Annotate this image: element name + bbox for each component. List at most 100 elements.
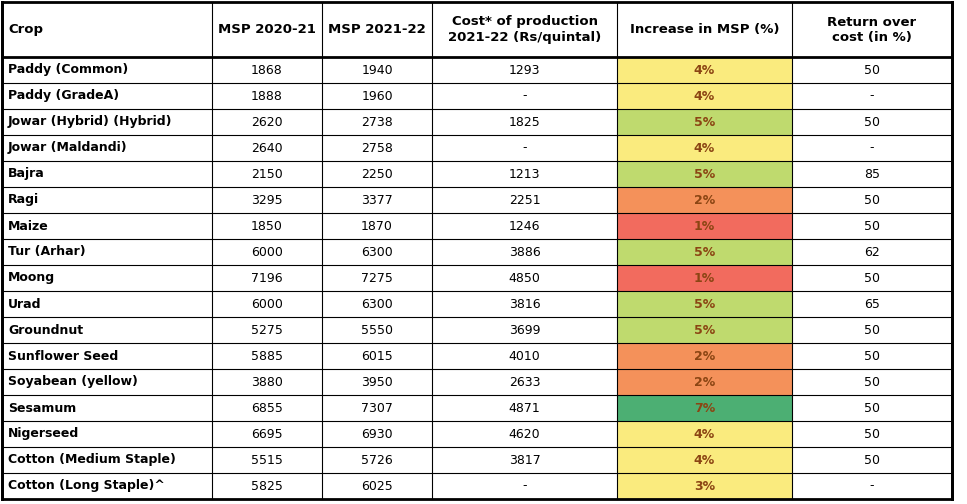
Bar <box>322 265 432 291</box>
Bar <box>2 317 212 343</box>
Text: Jowar (Maldandi): Jowar (Maldandi) <box>8 142 128 155</box>
Bar <box>2 343 212 369</box>
Bar <box>212 369 322 395</box>
Text: 1870: 1870 <box>361 220 393 232</box>
Bar <box>432 343 617 369</box>
Text: 7275: 7275 <box>361 272 393 284</box>
Bar <box>617 291 792 317</box>
Text: Paddy (Common): Paddy (Common) <box>8 64 129 77</box>
Bar <box>2 135 212 161</box>
Text: 50: 50 <box>864 375 880 389</box>
Bar <box>792 83 952 109</box>
Bar <box>432 2 617 57</box>
Text: 7%: 7% <box>694 402 716 414</box>
Text: 4850: 4850 <box>509 272 541 284</box>
Text: 1246: 1246 <box>509 220 541 232</box>
Bar <box>432 213 617 239</box>
Bar <box>792 395 952 421</box>
Text: 1850: 1850 <box>251 220 283 232</box>
Bar <box>792 213 952 239</box>
Text: Increase in MSP (%): Increase in MSP (%) <box>630 23 779 36</box>
Text: -: - <box>869 142 874 155</box>
Bar <box>2 187 212 213</box>
Bar <box>617 317 792 343</box>
Bar <box>617 421 792 447</box>
Bar <box>792 239 952 265</box>
Bar <box>432 447 617 473</box>
Bar <box>2 421 212 447</box>
Bar <box>617 57 792 83</box>
Bar <box>617 343 792 369</box>
Bar <box>792 2 952 57</box>
Text: 2640: 2640 <box>251 142 282 155</box>
Text: 1868: 1868 <box>251 64 283 77</box>
Text: Cotton (Medium Staple): Cotton (Medium Staple) <box>8 454 176 467</box>
Text: 7307: 7307 <box>361 402 393 414</box>
Text: Jowar (Hybrid) (Hybrid): Jowar (Hybrid) (Hybrid) <box>8 115 172 129</box>
Bar <box>432 317 617 343</box>
Text: 62: 62 <box>864 245 880 259</box>
Text: 2251: 2251 <box>509 194 541 207</box>
Text: 4%: 4% <box>694 454 716 467</box>
Bar <box>212 135 322 161</box>
Bar <box>2 291 212 317</box>
Bar <box>432 421 617 447</box>
Bar <box>432 135 617 161</box>
Bar <box>617 395 792 421</box>
Text: 5%: 5% <box>694 324 716 337</box>
Text: 4%: 4% <box>694 142 716 155</box>
Bar <box>322 239 432 265</box>
Text: 1940: 1940 <box>362 64 393 77</box>
Text: 2%: 2% <box>694 349 716 362</box>
Bar <box>322 395 432 421</box>
Text: Cotton (Long Staple)^: Cotton (Long Staple)^ <box>8 479 165 492</box>
Bar <box>212 447 322 473</box>
Bar <box>2 473 212 499</box>
Text: 2%: 2% <box>694 375 716 389</box>
Text: 3886: 3886 <box>509 245 541 259</box>
Text: Paddy (GradeA): Paddy (GradeA) <box>8 90 119 102</box>
Bar <box>432 291 617 317</box>
Bar <box>2 2 212 57</box>
Bar <box>2 447 212 473</box>
Bar <box>212 187 322 213</box>
Text: 5726: 5726 <box>361 454 393 467</box>
Text: 1%: 1% <box>694 220 716 232</box>
Bar <box>322 421 432 447</box>
Bar <box>2 57 212 83</box>
Text: 7196: 7196 <box>251 272 282 284</box>
Bar <box>322 187 432 213</box>
Text: Nigerseed: Nigerseed <box>8 427 79 440</box>
Text: Tur (Arhar): Tur (Arhar) <box>8 245 86 259</box>
Text: 4%: 4% <box>694 427 716 440</box>
Bar <box>432 473 617 499</box>
Bar <box>432 395 617 421</box>
Text: 2738: 2738 <box>361 115 393 129</box>
Bar <box>792 369 952 395</box>
Text: 2758: 2758 <box>361 142 393 155</box>
Bar <box>212 395 322 421</box>
Text: 6930: 6930 <box>362 427 393 440</box>
Text: 50: 50 <box>864 64 880 77</box>
Bar <box>617 135 792 161</box>
Bar <box>432 265 617 291</box>
Bar <box>432 239 617 265</box>
Text: 4871: 4871 <box>509 402 541 414</box>
Bar <box>617 161 792 187</box>
Bar <box>212 291 322 317</box>
Text: 4010: 4010 <box>509 349 541 362</box>
Bar <box>322 291 432 317</box>
Text: 50: 50 <box>864 427 880 440</box>
Text: Crop: Crop <box>8 23 43 36</box>
Text: 1213: 1213 <box>509 167 541 180</box>
Text: Sunflower Seed: Sunflower Seed <box>8 349 118 362</box>
Text: 4620: 4620 <box>509 427 541 440</box>
Bar <box>617 447 792 473</box>
Text: 6300: 6300 <box>361 297 393 310</box>
Bar <box>792 291 952 317</box>
Bar <box>212 83 322 109</box>
Bar <box>617 213 792 239</box>
Bar <box>212 109 322 135</box>
Text: 5%: 5% <box>694 167 716 180</box>
Bar <box>792 135 952 161</box>
